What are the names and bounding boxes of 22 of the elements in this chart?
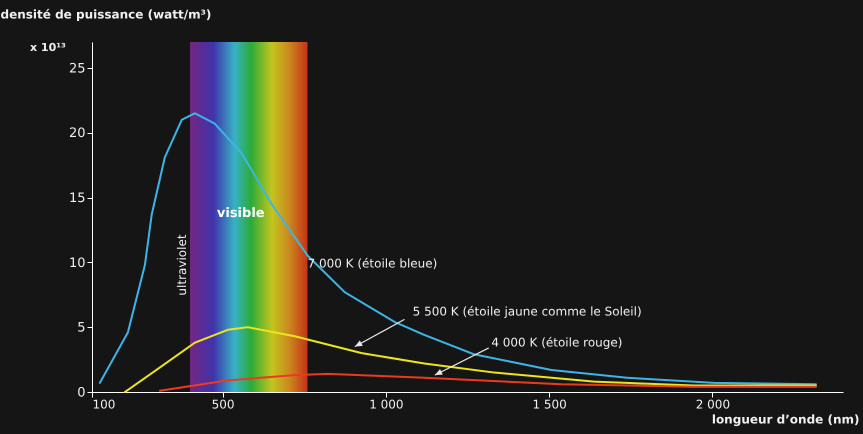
line-series — [98, 112, 817, 386]
x-axis-title: longueur d’onde (nm) — [712, 412, 860, 426]
text: 4 000 K (étoile rouge) — [491, 336, 622, 350]
series-label: 7 000 K (étoile bleue) — [308, 256, 438, 271]
x-tick-label: 1 000 — [369, 398, 404, 412]
x-tick-label: 2 000 — [696, 398, 730, 412]
line-series — [158, 372, 817, 392]
text: 5 500 K (étoile jaune comme le Soleil) — [412, 304, 642, 319]
y-tick-label: 5 — [77, 320, 86, 336]
y-tick-label: 0 — [77, 386, 86, 400]
y-tick-label: 20 — [68, 126, 86, 142]
x-tick-label: 500 — [212, 398, 235, 412]
annotation: ultraviolet — [175, 234, 189, 296]
y-tick-label: 10 — [68, 256, 86, 271]
y-tick-label: 25 — [68, 61, 86, 76]
y-tick-label: 15 — [68, 191, 86, 206]
x-tick-label: 100 — [92, 398, 116, 412]
text: x 10¹³ — [30, 41, 66, 54]
y-axis-title: densité de puissance (watt/m³) — [0, 8, 212, 22]
band-label: visible — [216, 206, 265, 221]
line-series — [124, 326, 817, 393]
x-tick-label: 1 500 — [532, 398, 567, 412]
